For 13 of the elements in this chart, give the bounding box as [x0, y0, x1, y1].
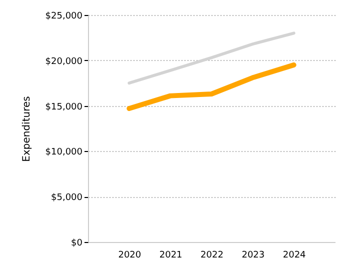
x-tick-label: 2022: [200, 250, 224, 260]
y-tick-label: $25,000: [45, 12, 83, 22]
y-tick-label: $15,000: [45, 102, 83, 112]
y-tick-label: $5,000: [51, 193, 83, 204]
line-series: [128, 32, 296, 85]
y-axis-title: Expenditures: [21, 96, 32, 162]
y-tick-label: $10,000: [45, 148, 83, 158]
x-tick-label: 2023: [242, 250, 265, 260]
y-tick-label: $20,000: [45, 56, 83, 67]
y-tick-label: $0: [71, 238, 83, 248]
x-tick-label: 2024: [282, 250, 306, 260]
x-tick-label: 2021: [159, 250, 182, 260]
x-tick-label: 2020: [118, 250, 142, 260]
